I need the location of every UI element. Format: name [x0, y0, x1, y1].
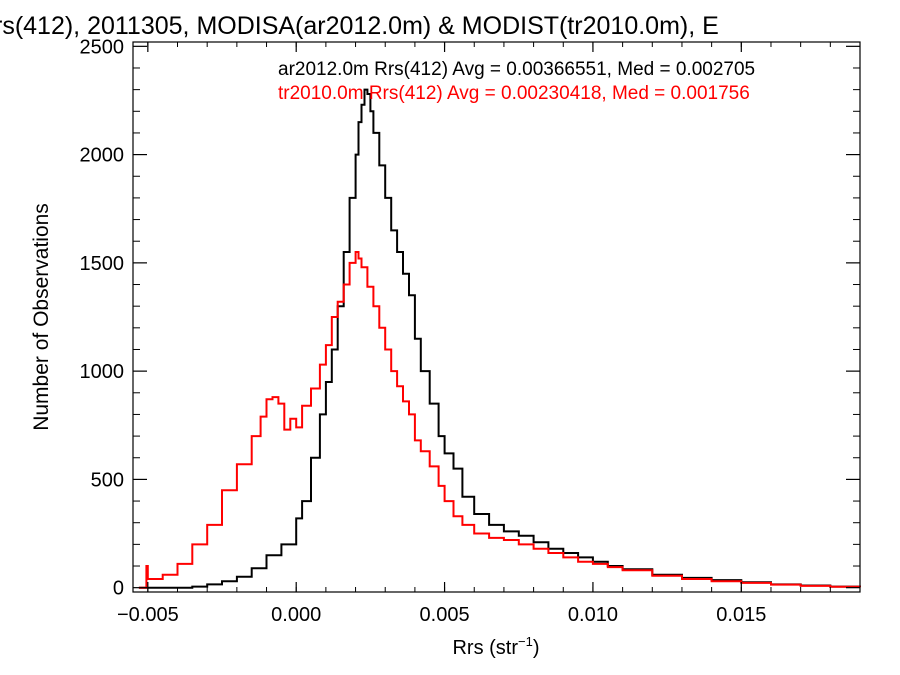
series-line-2 — [138, 251, 861, 589]
x-axis-label: Rrs (str−1) — [452, 634, 539, 659]
y-tick-label: 2000 — [80, 145, 125, 167]
legend-entry-tr2010: tr2010.0m Rrs(412) Avg = 0.00230418, Med… — [278, 83, 750, 104]
x-tick-label: 0.005 — [420, 604, 470, 626]
y-axis-label: Number of Observations — [30, 203, 53, 431]
legend-entry-ar2012: ar2012.0m Rrs(412) Avg = 0.00366551, Med… — [278, 59, 755, 80]
x-tick-label: 0.000 — [271, 604, 321, 626]
series-group — [138, 88, 861, 589]
y-tick-label: 1500 — [80, 253, 125, 275]
plot-frame — [132, 41, 861, 593]
y-tick-label: 0 — [113, 578, 124, 600]
x-axis-label-main: Rrs (str — [452, 637, 518, 659]
x-tick-label: −0.005 — [117, 604, 179, 626]
y-tick-label: 1000 — [80, 361, 125, 383]
x-tick-label: 0.015 — [716, 604, 766, 626]
x-axis-label-sup: −1 — [518, 634, 533, 649]
x-axis-label-close: ) — [533, 637, 540, 659]
y-tick-label: 2500 — [80, 36, 125, 58]
x-tick-label: 0.010 — [568, 604, 618, 626]
y-tick-label: 500 — [91, 469, 124, 491]
chart-title: rs(412), 2011305, MODISA(ar2012.0m) & MO… — [0, 12, 719, 40]
ticks-group: −0.005 0.000 0.005 0.010 0.015 0 500 1000 1500 20… — [80, 36, 860, 626]
